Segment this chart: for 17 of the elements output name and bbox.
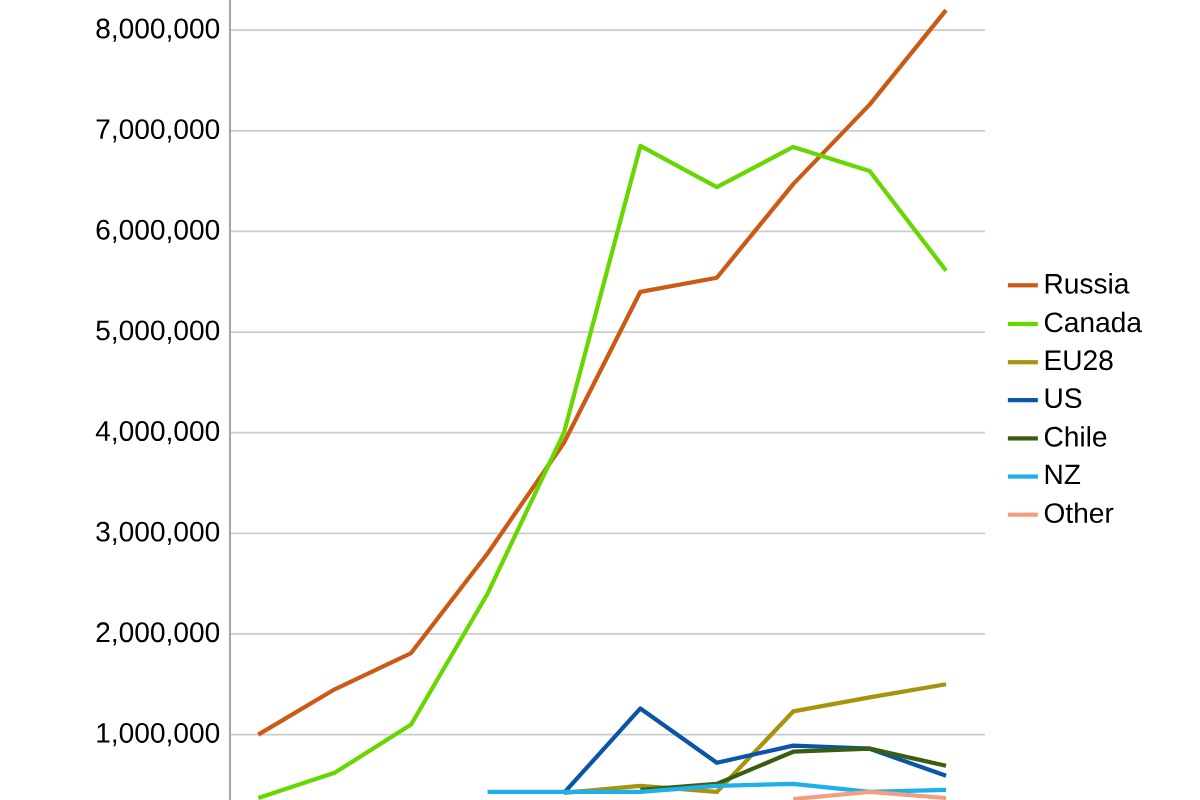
line-series: [256, 7, 949, 737]
y-tick-label: 3,000,000: [96, 521, 220, 545]
legend-label: EU28: [1045, 350, 1113, 371]
legend-label: Russia: [1045, 273, 1130, 294]
legend-label: Other: [1044, 502, 1114, 524]
y-tick-label: 6,000,000: [96, 219, 220, 244]
y-tick-label: 7,000,000: [96, 119, 220, 143]
y-tick-label: 1,000,000: [97, 722, 220, 747]
line-series: [256, 143, 949, 800]
y-tick-label: 4,000,000: [95, 421, 220, 445]
y-tick-label: 8,000,000: [96, 18, 220, 42]
legend-label: Chile: [1044, 426, 1107, 447]
y-tick-label: 2,000,000: [96, 622, 220, 646]
legend-label: US: [1045, 388, 1082, 409]
legend-label: NZ: [1045, 464, 1081, 485]
legend-label: Canada: [1044, 311, 1142, 333]
y-tick-label: 5,000,000: [96, 320, 220, 344]
